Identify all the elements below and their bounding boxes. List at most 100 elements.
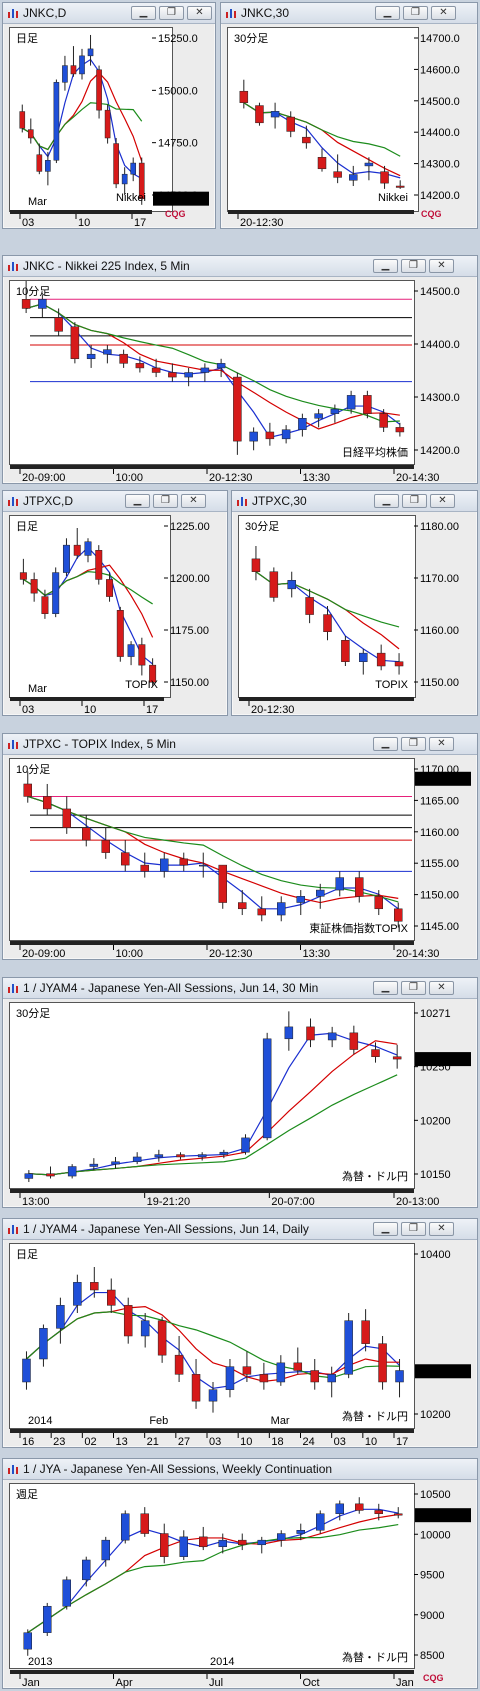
window-titlebar[interactable]: JTPXC,D ▁ ❐ ✕ <box>3 491 227 512</box>
restore-button[interactable]: ❐ <box>401 1222 426 1236</box>
time-label: 03 <box>334 1436 346 1448</box>
window-title: 1 / JYAM4 - Japanese Yen-All Sessions, J… <box>23 1222 309 1236</box>
price-label: 14600.0 <box>420 64 460 76</box>
chart-svg: 1225.00 1200.00 1175.00 1150.00 日足 TOPIX 03 10 1… <box>10 521 210 716</box>
last-price-marker <box>415 1052 471 1067</box>
window-titlebar[interactable]: JNKC - Nikkei 225 Index, 5 Min ▁ ❐ ✕ <box>3 256 477 277</box>
chart-window-topix-5min[interactable]: JTPXC - TOPIX Index, 5 Min ▁ ❐ ✕ 1170.00… <box>2 733 478 960</box>
chart-window-nikkei-5min[interactable]: JNKC - Nikkei 225 Index, 5 Min ▁ ❐ ✕ 145… <box>2 255 478 484</box>
window-titlebar[interactable]: JTPXC,30 ▁ ❐ ✕ <box>232 491 477 512</box>
candle-body <box>184 372 193 378</box>
restore-button[interactable]: ❐ <box>401 259 426 273</box>
chart-app-icon <box>8 497 18 506</box>
chart-window-yen-30min[interactable]: 1 / JYAM4 - Japanese Yen-All Sessions, J… <box>2 977 478 1208</box>
candle-body <box>379 413 388 428</box>
time-axis-strip <box>10 941 414 945</box>
candle-body <box>257 1539 266 1546</box>
candle-body <box>160 1533 169 1557</box>
window-titlebar[interactable]: 1 / JYA - Japanese Yen-All Sessions, Wee… <box>3 1459 477 1480</box>
restore-button[interactable]: ❐ <box>159 6 184 20</box>
restore-button[interactable]: ❐ <box>402 494 427 508</box>
chart-window-jnkc-30min[interactable]: JNKC,30 ▁ ❐ ✕ 14700.0 14600.0 14500.0 14400… <box>220 2 478 229</box>
candle-body <box>30 579 38 594</box>
time-axis-strip <box>239 697 414 701</box>
candle-body <box>376 652 386 667</box>
candle-body <box>394 908 403 922</box>
last-price-label: 10228 <box>418 1054 449 1066</box>
candle-body <box>38 299 47 309</box>
chart-svg: 1180.00 1170.00 1160.00 1150.00 30分足 TOPIX 20-… <box>239 520 459 716</box>
time-label: 20-12:30 <box>209 472 252 484</box>
candle-body <box>176 1154 185 1158</box>
candle-body <box>310 1370 319 1383</box>
close-button[interactable]: ✕ <box>429 259 454 273</box>
candle-body <box>79 55 85 75</box>
close-button[interactable]: ✕ <box>187 6 212 20</box>
candle-body <box>296 1530 305 1534</box>
window-title: JTPXC - TOPIX Index, 5 Min <box>23 737 176 751</box>
price-label: 1160.00 <box>420 827 459 839</box>
price-label: 1150.00 <box>420 677 459 689</box>
candle-body <box>23 783 32 797</box>
close-button[interactable]: ✕ <box>430 494 455 508</box>
candle-body <box>132 1156 142 1162</box>
candle-body <box>276 1362 286 1383</box>
window-titlebar[interactable]: JTPXC - TOPIX Index, 5 Min ▁ ❐ ✕ <box>3 734 477 755</box>
chart-svg: 102711025010200101501022830分足為替・ドル円13:00… <box>10 1007 471 1208</box>
minimize-button[interactable]: ▁ <box>125 494 150 508</box>
minimize-button[interactable]: ▁ <box>375 6 400 20</box>
time-label: 21 <box>147 1436 159 1448</box>
window-titlebar[interactable]: 1 / JYAM4 - Japanese Yen-All Sessions, J… <box>3 978 477 999</box>
minimize-button[interactable]: ▁ <box>131 6 156 20</box>
restore-button[interactable]: ❐ <box>403 6 428 20</box>
minimize-button[interactable]: ▁ <box>373 981 398 995</box>
candle-body <box>39 1328 48 1360</box>
window-titlebar[interactable]: 1 / JYAM4 - Japanese Yen-All Sessions, J… <box>3 1219 477 1240</box>
close-button[interactable]: ✕ <box>429 981 454 995</box>
chart-app-icon <box>8 740 18 749</box>
candle-body <box>281 429 291 440</box>
candle-body <box>241 1137 250 1153</box>
minimize-button[interactable]: ▁ <box>374 494 399 508</box>
minimize-button[interactable]: ▁ <box>373 737 398 751</box>
close-button[interactable]: ✕ <box>181 494 206 508</box>
candle-body <box>249 431 258 442</box>
candle-body <box>363 395 372 414</box>
close-button[interactable]: ✕ <box>429 1222 454 1236</box>
candle-body <box>168 372 177 378</box>
chart-svg: 14700.0 14600.0 14500.0 14400.0 14300.0 14200… <box>228 32 460 229</box>
candle-body <box>208 1389 218 1402</box>
time-label: 16 <box>22 1436 34 1448</box>
chart-window-jtpxc-daily[interactable]: JTPXC,D ▁ ❐ ✕ 1225.00 1200.00 1175.00 1150.… <box>2 490 228 716</box>
chart-window-jnkc-daily[interactable]: JNKC,D ▁ ❐ ✕ 15250.015000.014750.014500.… <box>2 2 216 229</box>
window-titlebar[interactable]: JNKC,D ▁ ❐ ✕ <box>3 3 215 24</box>
candle-body <box>197 1154 207 1158</box>
candle-body <box>344 1320 353 1375</box>
restore-button[interactable]: ❐ <box>401 737 426 751</box>
chart-window-yen-daily[interactable]: 1 / JYAM4 - Japanese Yen-All Sessions, J… <box>2 1218 478 1448</box>
minimize-button[interactable]: ▁ <box>373 1222 398 1236</box>
plot-area[interactable] <box>9 1483 415 1669</box>
price-label: 1160.00 <box>420 625 459 637</box>
candle-body <box>233 376 242 442</box>
chart-window-yen-weekly[interactable]: 1 / JYA - Japanese Yen-All Sessions, Wee… <box>2 1458 478 1689</box>
window-title: JNKC,30 <box>241 6 290 20</box>
price-label: 14500.0 <box>420 96 460 108</box>
chart-window-jtpxc-30min[interactable]: JTPXC,30 ▁ ❐ ✕ 1180.00 1170.00 1160.00 1150… <box>231 490 478 716</box>
close-button[interactable]: ✕ <box>429 737 454 751</box>
candle-body <box>327 1374 336 1383</box>
moving-average-line <box>21 102 143 151</box>
candle-body <box>119 353 128 364</box>
plot-area[interactable] <box>9 280 415 465</box>
time-axis-strip <box>10 210 152 214</box>
period-label: 30分足 <box>16 1007 50 1020</box>
restore-button[interactable]: ❐ <box>153 494 178 508</box>
candle-body <box>27 129 34 139</box>
restore-button[interactable]: ❐ <box>401 981 426 995</box>
candle-body <box>62 1579 71 1607</box>
window-titlebar[interactable]: JNKC,30 ▁ ❐ ✕ <box>221 3 477 24</box>
close-button[interactable]: ✕ <box>431 6 456 20</box>
minimize-button[interactable]: ▁ <box>373 259 398 273</box>
chart-app-icon <box>8 1225 18 1234</box>
